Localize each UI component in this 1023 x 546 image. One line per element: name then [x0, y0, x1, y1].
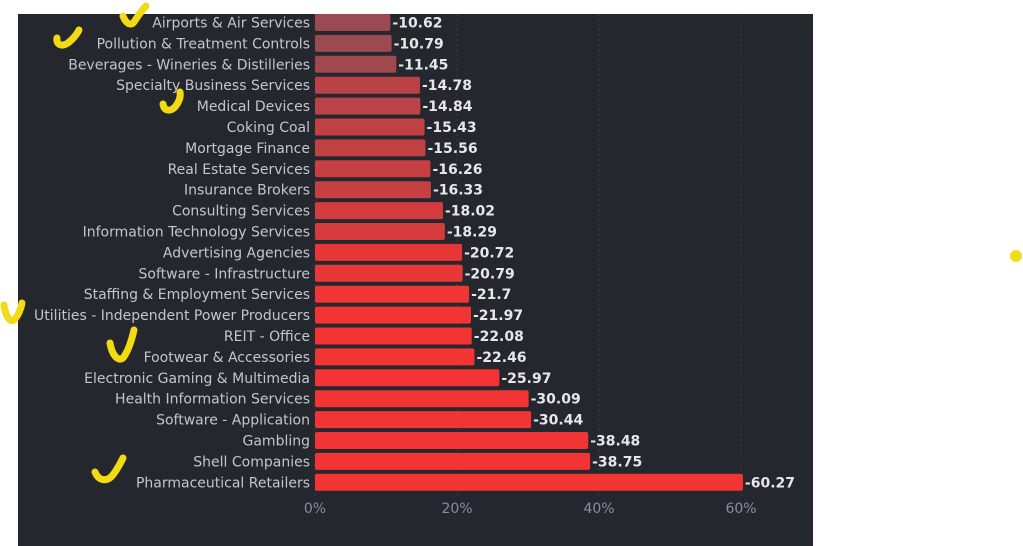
value-label: -60.27 — [745, 475, 795, 491]
bar — [315, 160, 431, 178]
value-label: -38.75 — [592, 454, 642, 470]
category-label: Utilities - Independent Power Producers — [34, 308, 310, 324]
category-label: Advertising Agencies — [163, 245, 310, 261]
bar — [315, 306, 471, 324]
value-label: -16.33 — [433, 183, 483, 199]
bar — [315, 202, 443, 220]
category-label: Real Estate Services — [168, 162, 310, 178]
value-label: -18.29 — [447, 225, 497, 241]
annotation-dot — [1010, 250, 1022, 262]
bar — [315, 139, 426, 157]
value-label: -21.7 — [471, 287, 511, 303]
annotation-checkmark — [91, 454, 127, 484]
value-label: -22.46 — [476, 350, 526, 366]
category-label: Software - Infrastructure — [139, 266, 310, 282]
bar — [315, 264, 463, 282]
category-label: Mortgage Finance — [185, 141, 310, 157]
category-label: Coking Coal — [227, 120, 310, 136]
value-label: -22.08 — [474, 329, 524, 345]
category-label: Pollution & Treatment Controls — [97, 36, 310, 52]
value-label: -20.72 — [464, 245, 514, 261]
category-label: Pharmaceutical Retailers — [136, 475, 310, 491]
value-label: -18.02 — [445, 204, 495, 220]
category-label: Insurance Brokers — [184, 183, 310, 199]
category-label: Information Technology Services — [83, 225, 310, 241]
bar — [315, 432, 589, 449]
annotation-checkmark — [106, 326, 138, 363]
value-label: -16.26 — [432, 162, 482, 178]
bar — [315, 181, 431, 199]
x-tick-label: 0% — [304, 501, 326, 517]
category-label: Staffing & Employment Services — [84, 287, 310, 303]
bar — [315, 473, 743, 491]
value-label: -15.56 — [427, 141, 477, 157]
category-label: Beverages - Wineries & Distilleries — [68, 57, 310, 73]
category-label: Health Information Services — [115, 392, 310, 408]
x-tick-label: 40% — [583, 501, 614, 517]
category-label: Shell Companies — [193, 454, 310, 470]
category-label: Gambling — [243, 434, 311, 450]
annotation-checkmark — [0, 299, 26, 325]
value-label: -10.62 — [392, 16, 442, 32]
bar — [315, 118, 425, 136]
bar — [315, 348, 475, 366]
value-label: -14.78 — [422, 78, 472, 94]
bar — [315, 97, 421, 115]
category-label: Electronic Gaming & Multimedia — [84, 371, 310, 387]
bar — [315, 452, 591, 470]
annotation-checkmark — [119, 2, 150, 28]
value-label: -11.45 — [398, 57, 448, 73]
bar — [315, 285, 470, 303]
bar — [315, 34, 392, 52]
annotation-checkmark — [159, 88, 184, 114]
x-tick-label: 20% — [441, 501, 472, 517]
value-label: -38.48 — [590, 434, 640, 450]
value-label: -10.79 — [394, 36, 444, 52]
value-label: -30.44 — [533, 413, 583, 429]
category-label: REIT - Office — [224, 329, 310, 345]
bar — [315, 327, 472, 345]
value-label: -30.09 — [531, 392, 581, 408]
value-label: -15.43 — [427, 120, 477, 136]
bar — [315, 243, 463, 261]
bar — [315, 369, 500, 387]
value-label: -14.84 — [422, 99, 472, 115]
value-label: -25.97 — [501, 371, 551, 387]
bar — [315, 76, 420, 94]
value-label: -20.79 — [465, 266, 515, 282]
bar — [315, 55, 397, 73]
category-label: Software - Application — [156, 413, 310, 429]
x-tick-label: 60% — [725, 501, 756, 517]
category-label: Medical Devices — [197, 99, 310, 115]
category-label: Footwear & Accessories — [144, 350, 310, 366]
value-label: -21.97 — [473, 308, 523, 324]
bar — [315, 411, 532, 429]
category-label: Airports & Air Services — [152, 16, 310, 32]
category-label: Specialty Business Services — [116, 78, 310, 94]
bar — [315, 223, 445, 240]
bar — [315, 14, 391, 31]
bar — [315, 390, 529, 408]
category-label: Consulting Services — [172, 204, 310, 220]
annotation-checkmark — [53, 26, 83, 49]
